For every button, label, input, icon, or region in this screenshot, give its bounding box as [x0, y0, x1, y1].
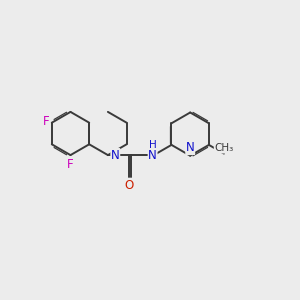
Text: N: N	[186, 142, 195, 154]
Text: CH₃: CH₃	[214, 143, 234, 153]
Text: O: O	[124, 179, 134, 192]
Text: F: F	[67, 158, 74, 170]
Text: F: F	[43, 115, 50, 128]
Text: H: H	[149, 140, 157, 150]
Text: N: N	[111, 148, 120, 162]
Text: N: N	[148, 148, 157, 162]
